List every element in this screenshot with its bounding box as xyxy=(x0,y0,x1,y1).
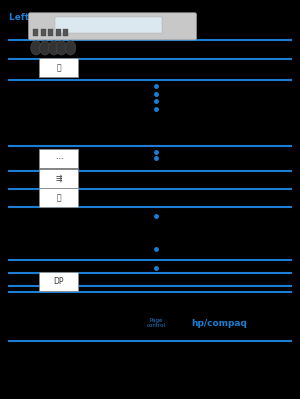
Circle shape xyxy=(31,41,41,55)
FancyBboxPatch shape xyxy=(39,272,78,291)
Text: Left side: Left side xyxy=(9,13,53,22)
Bar xyxy=(56,29,61,36)
FancyBboxPatch shape xyxy=(39,188,78,207)
Text: ⋯: ⋯ xyxy=(55,154,62,163)
Text: 🔒: 🔒 xyxy=(56,194,61,202)
Text: Page: Page xyxy=(149,318,163,323)
FancyBboxPatch shape xyxy=(39,149,78,168)
Circle shape xyxy=(40,41,50,55)
Circle shape xyxy=(65,41,76,55)
Bar xyxy=(63,29,68,36)
Circle shape xyxy=(56,41,67,55)
Text: hp/compaq: hp/compaq xyxy=(191,319,247,328)
FancyBboxPatch shape xyxy=(28,13,197,40)
Bar xyxy=(33,29,38,36)
Circle shape xyxy=(49,41,59,55)
Bar xyxy=(48,29,53,36)
FancyBboxPatch shape xyxy=(39,169,78,188)
Text: ⇶: ⇶ xyxy=(55,174,62,183)
Bar xyxy=(40,29,46,36)
FancyBboxPatch shape xyxy=(39,58,78,77)
Text: ⏻: ⏻ xyxy=(56,63,61,72)
Text: DP: DP xyxy=(53,277,64,286)
Text: control: control xyxy=(146,324,166,328)
Bar xyxy=(55,17,162,33)
